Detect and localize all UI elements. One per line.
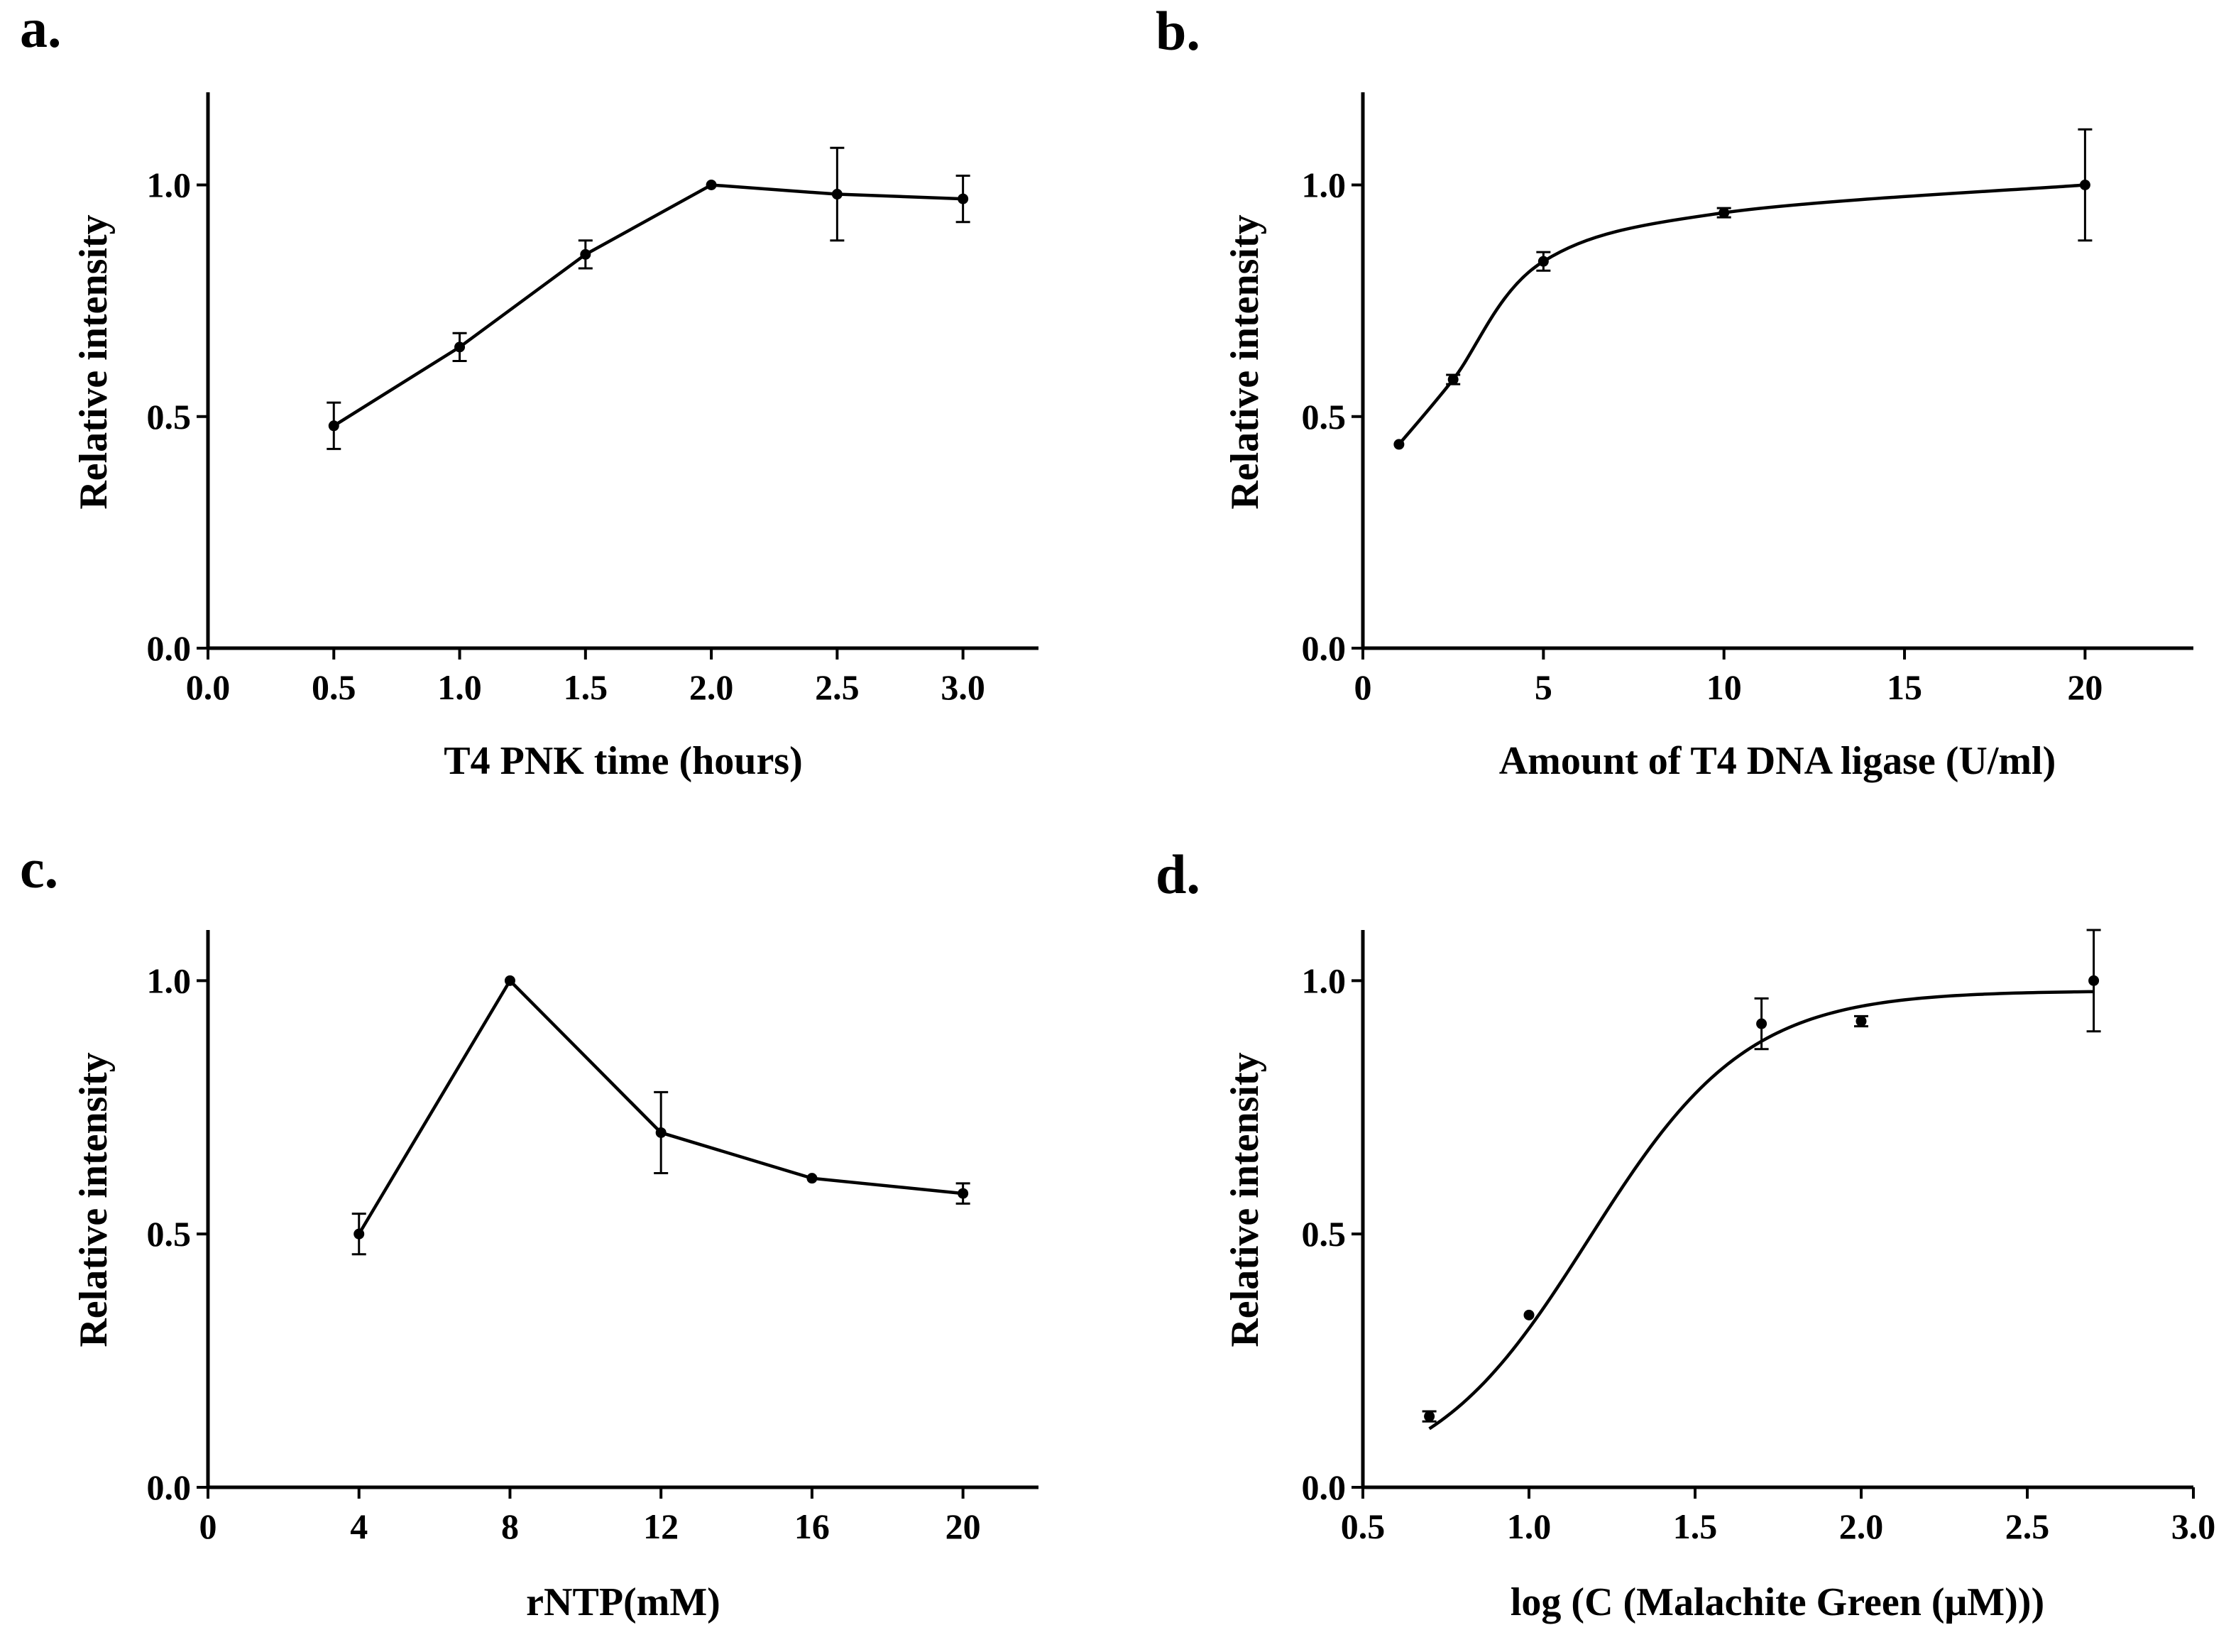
panel-d-x-tick-label: 2.0 xyxy=(1839,1506,1884,1546)
panel-b-y-axis-title: Relative intensity xyxy=(1223,214,1267,509)
panel-a-data-point xyxy=(706,180,717,190)
panel-c-x-tick-label: 12 xyxy=(643,1506,679,1546)
panel-a-letter: a. xyxy=(20,0,62,59)
panel-d-data-point xyxy=(1855,1015,1867,1027)
panel-c-y-axis-title: Relative intensity xyxy=(72,1052,116,1347)
panel-a-data-point xyxy=(454,341,466,353)
panel-c-y-tick-label: 0.0 xyxy=(147,1467,192,1507)
panel-d-x-axis-title: log (C (Malachite Green (μM))) xyxy=(1511,1580,2044,1624)
panel-c-plot: 0 4 8 12 16 20 0.0 0.5 1.0 xyxy=(147,930,1038,1546)
panel-a-y-tick-label: 0.5 xyxy=(147,397,192,437)
panel-b-x-tick-label: 20 xyxy=(2067,667,2103,707)
panel-b-data-point xyxy=(1447,374,1459,385)
panel-c-x-tick-label: 8 xyxy=(501,1506,519,1546)
panel-a-y-tick-label: 1.0 xyxy=(147,165,192,205)
panel-d-data-point xyxy=(1523,1309,1535,1320)
panel-c-x-axis-title: rNTP(mM) xyxy=(526,1580,720,1624)
panel-b-y-tick-label: 1.0 xyxy=(1302,165,1347,205)
panel-a-x-tick-label: 3.0 xyxy=(941,667,985,707)
panel-b-data-point xyxy=(1719,207,1730,219)
panel-b-data-point xyxy=(1537,256,1549,267)
panel-a-data-point xyxy=(831,189,843,200)
panel-a-x-tick-label: 1.5 xyxy=(564,667,608,707)
panel-d-x-tick-label: 0.5 xyxy=(1341,1506,1386,1546)
panel-a-y-axis-title: Relative intensity xyxy=(72,214,116,509)
panel-c-y-tick-label: 0.5 xyxy=(147,1214,192,1254)
panel-d-x-tick-label: 3.0 xyxy=(2171,1506,2216,1546)
panel-b-letter: b. xyxy=(1156,0,1200,62)
panel-a-x-tick-label: 2.5 xyxy=(815,667,860,707)
panel-c-data-point xyxy=(655,1127,667,1138)
panel-d-y-tick-label: 0.5 xyxy=(1302,1214,1347,1254)
panel-d-y-axis-title: Relative intensity xyxy=(1223,1052,1267,1347)
panel-c-data-point xyxy=(353,1228,365,1240)
panel-d-x-tick-label: 1.5 xyxy=(1673,1506,1718,1546)
panel-b-x-tick-label: 10 xyxy=(1706,667,1742,707)
panel-d-plot: 0.5 1.0 1.5 2.0 2.5 3.00.00.51.0 xyxy=(1302,929,2216,1546)
panel-d-data-point xyxy=(1756,1018,1767,1029)
panel-a: a. 0.0 0.5 1.0 1.5 2.0 2.5 3.0 0.0 0.5 1.0 T4 PNK… xyxy=(20,0,1038,783)
panel-a-x-tick-label: 1.0 xyxy=(437,667,482,707)
panel-d-x-tick-label: 1.0 xyxy=(1507,1506,1552,1546)
panel-c: c. 0 4 8 12 16 20 0.0 0.5 1.0 rNTP(mM) Relative … xyxy=(20,838,1038,1624)
panel-d-x-tick-label: 2.5 xyxy=(2005,1506,2050,1546)
panel-a-data-point xyxy=(580,248,591,260)
panel-a-x-axis-title: T4 PNK time (hours) xyxy=(444,739,803,783)
panel-b-y-tick-label: 0.0 xyxy=(1302,628,1347,668)
panel-b-x-tick-label: 5 xyxy=(1535,667,1552,707)
panel-c-data-point xyxy=(958,1188,969,1199)
panel-c-y-tick-label: 1.0 xyxy=(147,961,192,1000)
panel-a-x-tick-label: 2.0 xyxy=(689,667,734,707)
panel-b-x-axis-title: Amount of T4 DNA ligase (U/ml) xyxy=(1499,739,2056,783)
panel-b-x-tick-label: 0 xyxy=(1354,667,1372,707)
panel-a-series-line xyxy=(333,183,963,427)
panel-b-data-point xyxy=(1393,439,1405,450)
panel-c-x-tick-label: 4 xyxy=(350,1506,368,1546)
panel-d-letter: d. xyxy=(1156,843,1200,905)
panel-c-x-tick-label: 20 xyxy=(945,1506,981,1546)
panel-b-y-tick-label: 0.5 xyxy=(1302,397,1347,437)
panel-b-x-tick-label: 15 xyxy=(1887,667,1922,707)
panel-a-y-tick-label: 0.0 xyxy=(147,628,192,668)
panel-c-x-tick-label: 0 xyxy=(199,1506,217,1546)
panel-a-data-point xyxy=(958,193,969,204)
panel-c-data-point xyxy=(806,1173,818,1184)
panel-d-fit-curve xyxy=(1428,990,2094,1431)
panel-c-letter: c. xyxy=(20,838,58,899)
panel-a-plot: 0.0 0.5 1.0 1.5 2.0 2.5 3.0 0.0 0.5 1.0 xyxy=(147,92,1038,707)
panel-c-data-point xyxy=(504,975,515,986)
panel-c-x-tick-label: 16 xyxy=(794,1506,830,1546)
panel-b-plot: 0 5 10 15 20 0.0 0.5 1.0 xyxy=(1302,92,2193,707)
panel-a-x-tick-label: 0.5 xyxy=(312,667,356,707)
panel-d-data-point xyxy=(2088,975,2100,986)
panel-a-x-tick-label: 0.0 xyxy=(186,667,231,707)
panel-d: d. 0.5 1.0 1.5 2.0 2.5 3.00.00.51.0 log (C (M… xyxy=(1156,843,2215,1624)
panel-d-data-point xyxy=(1424,1411,1435,1422)
panel-b: b. 0 5 10 15 20 0.0 0.5 1.0 Amount of T4 DNA li… xyxy=(1156,0,2193,783)
panel-d-y-tick-label: 0.0 xyxy=(1302,1467,1347,1507)
panel-a-data-point xyxy=(328,420,339,432)
panel-b-series-line xyxy=(1398,183,2085,446)
panel-d-y-tick-label: 1.0 xyxy=(1302,961,1347,1000)
panel-b-data-point xyxy=(2079,180,2090,190)
